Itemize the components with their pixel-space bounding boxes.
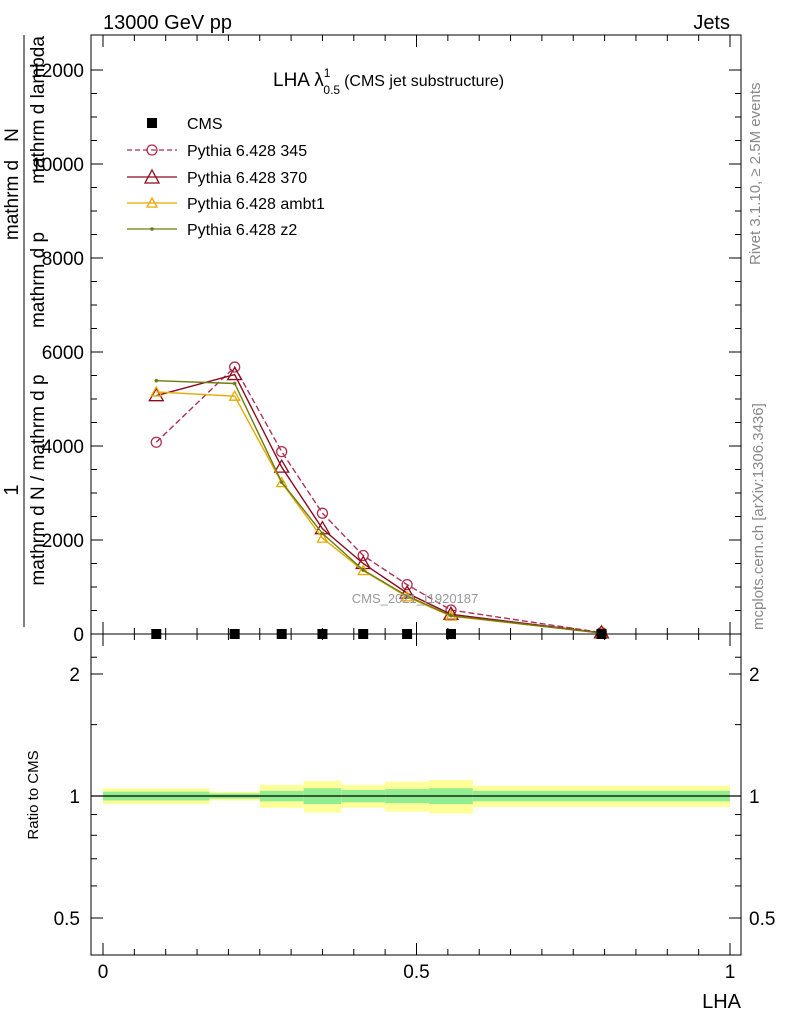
legend-marker-cms xyxy=(147,118,157,128)
main-ytick-label: 12000 xyxy=(31,61,84,82)
series-z2 xyxy=(154,378,604,635)
point-s370 xyxy=(148,387,165,402)
ylabel-numerator: mathrm d xyxy=(2,160,23,240)
point-z2 xyxy=(320,531,325,536)
point-s345 xyxy=(276,445,288,458)
legend-marker-370 xyxy=(143,168,161,184)
main-ytick-label: 6000 xyxy=(42,343,84,364)
title-subscript: 0.5 xyxy=(323,83,340,97)
point-z2 xyxy=(405,594,409,598)
legend-item-ambt1: Pythia 6.428 ambt1 xyxy=(127,196,325,213)
main-ytick-label: 4000 xyxy=(42,437,84,458)
main-ytick-label: 10000 xyxy=(31,155,84,176)
point-ambt1 xyxy=(357,564,370,576)
point-z2 xyxy=(449,613,453,618)
legend-item-z2: Pythia 6.428 z2 xyxy=(127,222,297,239)
main-ytick-label: 8000 xyxy=(42,249,84,270)
legend-marker-345 xyxy=(146,144,158,156)
rivet-label: Rivet 3.1.10, ≥ 2.5M events xyxy=(747,83,764,266)
point-z2 xyxy=(232,381,237,386)
legend-label-z2: Pythia 6.428 z2 xyxy=(187,222,297,239)
ratio-ytick-label-right: 1 xyxy=(749,787,760,808)
point-s370 xyxy=(442,605,460,620)
cms-point xyxy=(358,629,369,639)
cms-point xyxy=(317,629,328,639)
legend-label-ambt1: Pythia 6.428 ambt1 xyxy=(187,196,325,213)
point-ambt1 xyxy=(228,389,241,401)
legend-item-370: Pythia 6.428 370 xyxy=(127,168,307,187)
title-main: LHA λ xyxy=(273,70,324,91)
point-s345 xyxy=(401,579,413,591)
point-z2 xyxy=(361,568,366,572)
ratio-ytick-label: 0.5 xyxy=(54,909,80,930)
title-suffix: (CMS jet substructure) xyxy=(344,73,504,90)
ratio-ytick-label-right: 2 xyxy=(749,665,760,686)
point-ambt1 xyxy=(275,476,288,488)
point-ambt1 xyxy=(150,385,163,397)
legend-marker-z2 xyxy=(150,227,154,231)
title-superscript: 1 xyxy=(324,66,331,80)
ratio-ytick-label: 2 xyxy=(69,665,80,686)
legend-marker-ambt1 xyxy=(145,196,159,208)
point-z2 xyxy=(154,378,159,383)
xtick-label: 0 xyxy=(98,962,109,983)
main-ytick-label: 2000 xyxy=(42,531,84,552)
ratio-bands xyxy=(103,780,730,814)
cms-point xyxy=(402,629,413,639)
xtick-label: 1 xyxy=(725,962,736,983)
cms-data-layer xyxy=(151,629,607,639)
point-ambt1 xyxy=(316,531,329,543)
legend: CMS Pythia 6.428 345 Pythia 6.428 370 Py… xyxy=(127,116,325,239)
point-s345 xyxy=(316,507,329,519)
main-ylabel: 1 mathrm d N / mathrm d p mathrm d p mat… xyxy=(1,35,49,627)
watermark: CMS_2021_I1920187 xyxy=(352,591,479,606)
ratio-ylabel: Ratio to CMS xyxy=(25,750,42,839)
plot-title: LHA λ1 0.5 (CMS jet substructure) xyxy=(273,66,504,97)
ylabel-line2: mathrm d p xyxy=(28,232,49,328)
ratio-axis-ticks: 0.5 0.5 1 1 2 2 xyxy=(54,656,775,930)
ratio-ytick-label-right: 0.5 xyxy=(749,909,775,930)
point-s345 xyxy=(229,361,241,373)
legend-item-cms: CMS xyxy=(147,116,223,133)
main-ytick-label: 0 xyxy=(73,625,84,646)
series-line-z2 xyxy=(156,379,602,634)
series-line-s345 xyxy=(155,365,602,634)
cms-point xyxy=(276,629,287,639)
point-s370 xyxy=(273,458,290,473)
point-z2 xyxy=(279,480,284,484)
ylabel-line3: mathrm d lambda xyxy=(28,36,49,184)
legend-label-345: Pythia 6.428 345 xyxy=(187,143,307,160)
svg-text:LHA λ10.5(CMS jet substructure: LHA λ1 0.5 (CMS jet substructure) xyxy=(273,66,504,97)
legend-label-cms: CMS xyxy=(187,116,223,133)
ratio-ytick-label: 1 xyxy=(69,787,80,808)
ylabel-prefix: 1 xyxy=(1,484,23,495)
main-axis-ticks: 0 2000 4000 6000 8000 10000 12000 xyxy=(31,61,741,646)
cms-point xyxy=(229,629,240,639)
point-s345 xyxy=(357,549,369,562)
xtick-label: 0.5 xyxy=(403,962,429,983)
mcplots-label: mcplots.cern.ch [arXiv:1306.3436] xyxy=(750,403,767,630)
point-s370 xyxy=(226,366,243,381)
series-line-s370 xyxy=(156,373,602,634)
point-s370 xyxy=(398,584,416,599)
cms-point xyxy=(596,629,607,639)
legend-label-370: Pythia 6.428 370 xyxy=(187,170,307,187)
header-right: Jets xyxy=(693,12,730,34)
ylabel-line1: mathrm d N / mathrm d p xyxy=(28,374,49,585)
cms-point xyxy=(445,629,456,639)
point-s345 xyxy=(150,436,162,448)
header-left: 13000 GeV pp xyxy=(103,12,232,34)
ylabel-numerator-var: N xyxy=(2,128,23,142)
x-axis-label: LHA xyxy=(702,991,742,1013)
legend-item-345: Pythia 6.428 345 xyxy=(127,143,307,160)
cms-point xyxy=(151,629,162,639)
